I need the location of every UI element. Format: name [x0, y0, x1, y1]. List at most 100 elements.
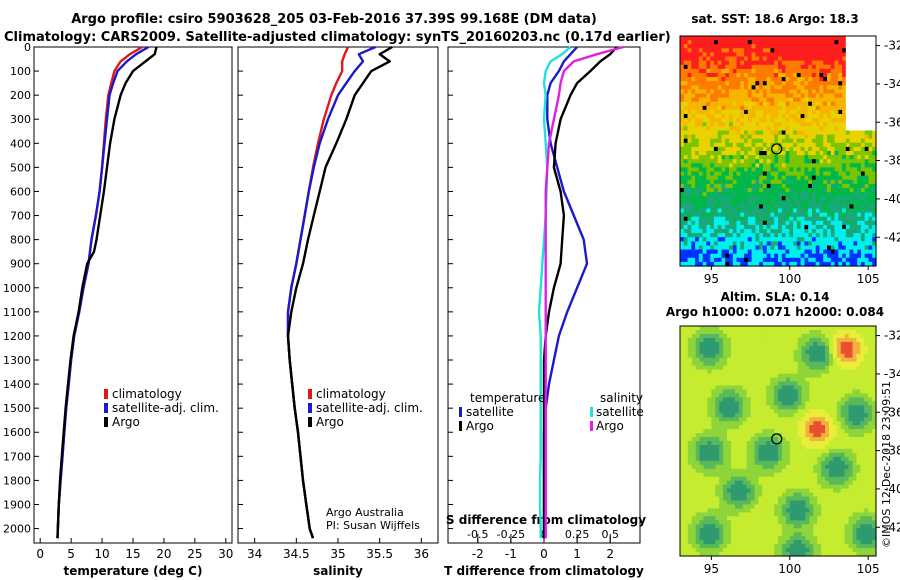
- map-cell: [747, 89, 753, 95]
- map-cell: [766, 353, 771, 359]
- map-cell: [747, 105, 753, 111]
- map-cell: [785, 353, 791, 359]
- map-cell: [800, 175, 805, 181]
- map-cell: [793, 68, 798, 74]
- map-cell: [710, 200, 715, 205]
- legend-label: satellite-adj. clim.: [316, 401, 423, 415]
- map-cell: [680, 159, 685, 164]
- map-cell: [829, 433, 834, 438]
- map-cell: [702, 241, 707, 247]
- map-cell: [829, 341, 834, 347]
- map-cell: [868, 464, 873, 470]
- map-cell: [868, 413, 873, 418]
- map-cell: [860, 101, 866, 107]
- map-cell: [732, 253, 738, 259]
- map-cell: [864, 175, 870, 181]
- map-cell: [819, 257, 824, 263]
- map-cell: [766, 171, 772, 177]
- map-cell: [845, 253, 851, 259]
- map-cell: [702, 68, 707, 74]
- map-cell: [729, 220, 734, 226]
- map-cell: [860, 73, 866, 78]
- map-cell: [744, 261, 749, 267]
- map-cell: [793, 393, 799, 398]
- map-cell: [785, 253, 790, 259]
- map-cell: [687, 257, 692, 263]
- map-cell: [703, 456, 708, 462]
- map-cell: [747, 208, 753, 214]
- map-cell: [825, 405, 830, 410]
- map-cell: [683, 433, 689, 438]
- map-cell: [868, 337, 873, 343]
- map-cell: [706, 237, 711, 242]
- map-cell: [848, 425, 854, 430]
- map-cell: [703, 441, 708, 446]
- map-cell: [840, 448, 846, 454]
- map-cell: [770, 405, 775, 410]
- map-cell: [834, 220, 839, 226]
- map-cell: [852, 369, 857, 375]
- map-cell: [740, 40, 745, 45]
- map-cell: [744, 167, 749, 173]
- map-cell: [687, 333, 693, 339]
- map-cell: [825, 429, 830, 434]
- series-line-salinity-argo: [544, 45, 624, 539]
- map-cell: [815, 167, 821, 173]
- map-cell: [774, 89, 779, 95]
- map-cell: [808, 237, 813, 242]
- map-cell: [711, 437, 716, 442]
- map-cell: [691, 452, 697, 458]
- map-cell: [706, 192, 711, 197]
- map-cell: [742, 472, 748, 478]
- map-cell: [732, 224, 738, 230]
- map-cell: [762, 208, 768, 214]
- map-cell: [707, 361, 712, 367]
- map-cell: [796, 224, 802, 230]
- map-cell: [856, 377, 861, 383]
- map-cell: [742, 326, 748, 331]
- map-cell: [738, 456, 744, 462]
- map-cell: [706, 122, 711, 127]
- map-cell: [857, 77, 862, 82]
- map-cell: [800, 105, 805, 111]
- map-cell: [872, 452, 877, 458]
- map-cell: [747, 249, 753, 255]
- map-cell: [797, 373, 803, 379]
- map-cell: [774, 114, 779, 119]
- map-cell: [683, 85, 689, 90]
- map-cell: [793, 326, 799, 331]
- map-cell: [755, 109, 760, 115]
- map-cell: [797, 393, 803, 398]
- map-cell: [815, 163, 821, 168]
- map-cell: [758, 365, 763, 371]
- map-cell: [717, 77, 723, 82]
- map-cell: [699, 349, 705, 355]
- map-cell: [762, 452, 767, 458]
- map-cell: [819, 118, 824, 123]
- x-tick-label: -1: [505, 547, 517, 561]
- map-cell: [840, 409, 846, 414]
- map-cell: [713, 114, 719, 119]
- map-cell: [864, 188, 870, 193]
- map-cell: [719, 429, 724, 434]
- map-cell: [702, 257, 707, 263]
- map-cell: [864, 393, 869, 398]
- map-cell: [785, 233, 790, 238]
- map-cell: [781, 397, 787, 402]
- map-cell: [702, 60, 707, 66]
- map-cell: [834, 257, 839, 263]
- map-cell: [864, 441, 869, 446]
- map-cell: [691, 56, 696, 62]
- map-cell: [849, 97, 854, 103]
- map-cell: [836, 421, 842, 426]
- map-cell: [860, 373, 865, 379]
- credit-annotation: PI: Susan Wijffels: [326, 519, 420, 532]
- map-cell: [811, 212, 817, 218]
- y-tick-label: 1400: [3, 378, 31, 391]
- map-cell: [849, 229, 854, 234]
- map-cell: [695, 146, 700, 152]
- map-cell: [746, 445, 752, 450]
- map-cell: [683, 196, 689, 201]
- map-cell: [725, 229, 730, 234]
- map-cell: [781, 229, 787, 234]
